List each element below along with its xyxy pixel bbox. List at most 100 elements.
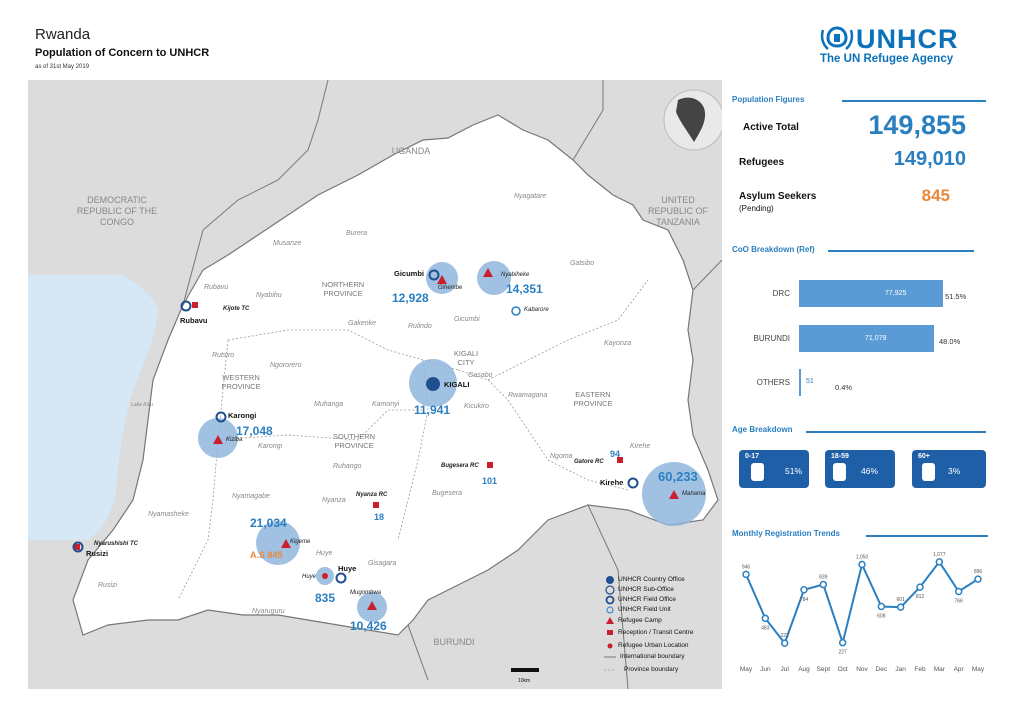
district-nyamagabe: Nyamagabe	[232, 493, 270, 500]
age-range-children: 0-17	[745, 453, 760, 460]
trend-point	[896, 603, 905, 611]
logo-name: UNHCR	[856, 24, 959, 54]
coo-title: CoO Breakdown (Ref)	[732, 245, 815, 254]
trend-data-label: 1,050	[856, 555, 869, 561]
district-rwamagana: Rwamagana	[508, 392, 548, 399]
district-gisagara: Gisagara	[368, 560, 397, 567]
burundi-border	[407, 504, 629, 689]
legend-urban-location: Refugee Urban Location	[618, 642, 689, 649]
map-legend: UNHCR Country Office UNHCR Sub-Office UN…	[604, 575, 714, 685]
urban-marker-kabarore	[511, 306, 521, 316]
coo-bar-drc	[799, 280, 943, 307]
logo-emblem-icon	[820, 26, 854, 50]
label-lake-kivu: Lake Kivu	[131, 402, 153, 408]
trend-month-label: Jan	[895, 666, 906, 673]
site-label-nyarushishi: Nyarushishi TC	[94, 541, 139, 547]
site-label-gatore: Gatore RC	[574, 459, 604, 465]
camp-marker-kigeme	[281, 539, 291, 548]
trend-point	[742, 570, 750, 579]
coo-pct-burundi: 48.0%	[939, 337, 961, 346]
bubble-kigeme	[256, 521, 300, 565]
district-bugesera: Bugesera	[432, 490, 462, 497]
district-gatsibo: Gatsibo	[570, 260, 595, 267]
district-gasabo: Gasabo	[468, 372, 493, 379]
trend-data-label: 946	[742, 564, 751, 570]
district-kicukiro: Kicukiro	[464, 403, 489, 410]
figure-mahama: 60,233	[658, 469, 698, 484]
uganda-border	[182, 80, 329, 306]
camp-marker-nyabiheke	[483, 268, 493, 277]
office-marker-kirehe	[627, 477, 639, 489]
office-label-rusizi: Rusizi	[86, 549, 109, 558]
trend-data-label: 601	[896, 597, 905, 603]
trend-title: Monthly Registration Trends	[732, 529, 841, 538]
trend-month-label: Aug	[798, 666, 810, 673]
label-kigali-city: KIGALI CITY	[453, 349, 479, 367]
district-rusizi: Rusizi	[98, 582, 118, 589]
population-title: Population Figures	[732, 95, 805, 104]
globe-inset	[663, 89, 722, 151]
population-divider	[842, 100, 986, 102]
figure-nyabiheke: 14,351	[506, 282, 543, 296]
site-label-kiziba: Kiziba	[226, 437, 243, 443]
office-label-rubavu: Rubavu	[180, 316, 208, 325]
figure-gatore: 94	[610, 449, 621, 459]
district-ngoma: Ngoma	[550, 453, 573, 460]
legend-refugee-camp: Refugee Camp	[618, 617, 662, 624]
transit-marker-gatore	[617, 457, 623, 463]
age-group-elderly: 60+ 3%	[912, 450, 986, 488]
district-gakenke: Gakenke	[348, 320, 377, 327]
figure-kigali: 11,941	[414, 403, 451, 417]
site-label-huye: Huye	[302, 574, 317, 580]
office-marker-rusizi	[72, 541, 84, 553]
label-drc: DEMOCRATIC REPUBLIC OF THE CONGO	[76, 195, 158, 227]
lake-kivu	[28, 275, 158, 540]
figure-kigeme-asylum: A.S 845	[250, 550, 283, 560]
trend-month-label: May	[740, 666, 753, 673]
trend-month-label: Nov	[856, 666, 868, 673]
camp-marker-gihembe	[437, 275, 447, 284]
label-southern-province: SOUTHERN PROVINCE	[332, 432, 376, 450]
district-ngororero: Ngororero	[270, 362, 302, 369]
legend-international-boundary: International boundary	[620, 653, 685, 660]
district-nyagatare: Nyagatare	[514, 193, 547, 200]
age-pct-elderly: 3%	[948, 466, 961, 476]
coo-value-burundi: 71,079	[865, 335, 887, 342]
trend-data-label: 896	[974, 569, 983, 575]
elderly-icon	[922, 463, 935, 481]
trend-month-label: Dec	[876, 666, 888, 673]
age-title: Age Breakdown	[732, 425, 793, 434]
trend-point	[935, 558, 944, 566]
refugees-label: Refugees	[739, 157, 785, 168]
district-karongi: Karongi	[258, 443, 283, 450]
district-nyaruguru: Nyaruguru	[252, 608, 285, 615]
trend-point	[761, 614, 770, 623]
site-label-gihembe: Gihembe	[438, 285, 463, 291]
camp-marker-mugombwa	[367, 601, 377, 610]
logo-tagline: The UN Refugee Agency	[820, 53, 954, 65]
transit-marker-kijote	[192, 302, 198, 308]
unhcr-logo: UNHCR The UN Refugee Agency	[820, 24, 990, 68]
urban-marker-huye	[322, 573, 328, 579]
site-label-mugombwa: Mugombwa	[350, 590, 382, 596]
figure-kiziba: 17,048	[236, 424, 273, 438]
legend-country-office: UNHCR Country Office	[618, 576, 685, 583]
info-panel: Population Figures Active Total 149,855 …	[726, 80, 988, 689]
trend-month-label: Sept	[817, 666, 831, 673]
label-western-province: WESTERN PROVINCE	[221, 373, 261, 391]
site-label-bugesera: Bugesera RC	[441, 463, 479, 469]
age-divider	[806, 431, 986, 433]
trend-month-label: Jun	[760, 666, 771, 673]
coo-label-others: OTHERS	[756, 378, 790, 387]
trend-month-label: Jul	[781, 666, 790, 673]
site-label-nyanza: Nyanza RC	[356, 492, 388, 498]
scale-label: 10km	[518, 678, 531, 684]
rwanda-map[interactable]: UGANDA DEMOCRATIC REPUBLIC OF THE CONGO …	[28, 80, 722, 689]
bubble-nyabiheke	[477, 261, 511, 295]
site-label-kijote: Kijote TC	[223, 306, 250, 312]
site-label-kabarore: Kabarore	[524, 307, 549, 313]
coo-divider	[828, 250, 974, 252]
office-label-kigali: KIGALI	[444, 380, 470, 389]
trend-point	[954, 587, 963, 596]
office-marker-rubavu	[180, 300, 192, 312]
